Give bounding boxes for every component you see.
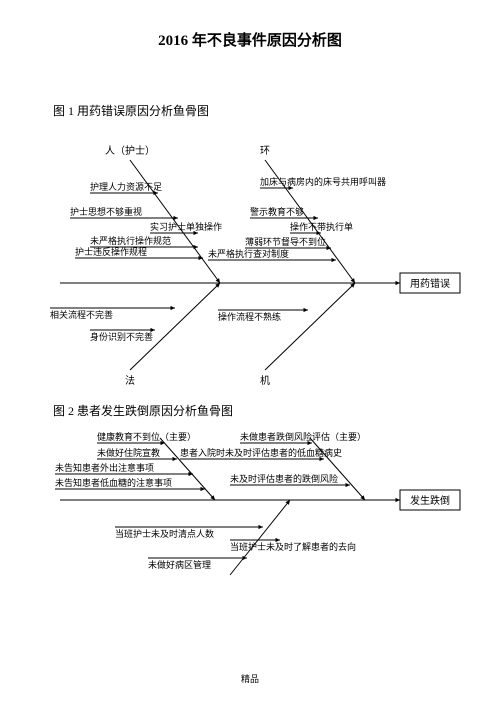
fig2.causes_top_right.1-label: 患者入院时未及时评估患者的低血糖病史 [180, 447, 342, 458]
fig2.causes_bottom.1-label: 当班护士未及时了解患者的去向 [230, 541, 356, 552]
fig1.causes.method.1-label: 身份识别不完善 [90, 331, 153, 342]
fig1.causes.env.2-label: 操作不带执行单 [290, 221, 353, 232]
page-footer: 精品 [241, 673, 259, 684]
fig1.causes.env.0-label: 加床与病房内的床号共用呼叫器 [260, 176, 386, 187]
fig2.causes_bottom.0-line-arrow [258, 525, 263, 529]
fig1.causes.machine.0-label: 操作流程不熟练 [218, 311, 281, 322]
fig1.causes.method.0-line-arrow [170, 306, 175, 310]
fig2.causes_top_left.2-label: 未告知患者外出注意事项 [55, 462, 154, 473]
fig1-bot-cat-1: 机 [260, 374, 270, 387]
fig1.causes.method.0-label: 相关流程不完善 [50, 309, 113, 320]
fig1.causes.human.0-label: 护理人力资源不足 [90, 181, 162, 192]
fig1-top-bone-0-arrow [216, 278, 220, 283]
fig1.causes.human.2-label: 实习护士单独操作 [150, 221, 222, 232]
fig2.causes_top_left.1-line-arrow [172, 457, 177, 461]
fig1-spine-arrow [395, 281, 400, 285]
fig1-subtitle: 图 1 用药错误原因分析鱼骨图 [53, 104, 209, 118]
fig2-bot-bone-0 [230, 500, 290, 575]
fig1.causes.human.4-label: 护士违反操作规程 [75, 246, 147, 257]
fig1-bot-bone-1 [265, 283, 355, 370]
fig2.causes_top_right.0-label: 未做患者跌倒风险评估（主要） [240, 431, 366, 442]
fig1.causes.env.4-label: 未严格执行查对制度 [208, 248, 289, 259]
fig2-effect: 发生跌倒 [410, 494, 450, 507]
fig1.causes.human.3-line-arrow [193, 245, 198, 249]
fig1.causes.env.4-line-arrow [331, 258, 336, 262]
fig2.causes_bottom.2-label: 未做好病区管理 [148, 559, 211, 570]
fig2-spine-arrow [395, 498, 400, 502]
fig1.causes.human.1-label: 护士思想不够重视 [70, 206, 142, 217]
fig2.causes_bottom.0-label: 当班护士未及时清点人数 [115, 528, 214, 539]
fig1.causes.human.1-line-arrow [173, 216, 178, 220]
fig1-top-bone-1-arrow [351, 278, 355, 283]
fig2.causes_top_right.2-label: 未及时评估患者的跌倒风险 [230, 473, 338, 484]
fig1.causes.human.3-label: 未严格执行操作规范 [90, 235, 171, 246]
fig1.causes.env.3-label: 薄弱环节督导不到位 [245, 236, 326, 247]
fig2.causes_top_left.3-label: 未告知患者低血糖的注意事项 [55, 477, 172, 488]
fig1-bot-bone-0 [130, 283, 220, 370]
fig1-top-cat-1: 环 [260, 146, 270, 157]
fig1-effect: 用药错误 [410, 277, 450, 290]
fig2.causes_top_left.1-label: 未做好住院宣教 [97, 447, 160, 458]
fig1-bot-cat-0: 法 [125, 374, 135, 387]
fig2-subtitle: 图 2 患者发生跌倒原因分析鱼骨图 [53, 403, 233, 418]
fig1.causes.machine.0-line-arrow [303, 308, 308, 312]
fig1.causes.env.1-line-arrow [313, 216, 318, 220]
fig2.causes_top_left.0-label: 健康教育不到位（主要） [97, 431, 196, 442]
page-title: 2016 年不良事件原因分析图 [158, 31, 342, 49]
fig1.causes.env.1-label: 警示教育不够 [250, 206, 304, 217]
fig1-top-cat-0: 人（护士） [105, 144, 155, 157]
fig2.causes_top_right.2-line-arrow [345, 483, 350, 487]
